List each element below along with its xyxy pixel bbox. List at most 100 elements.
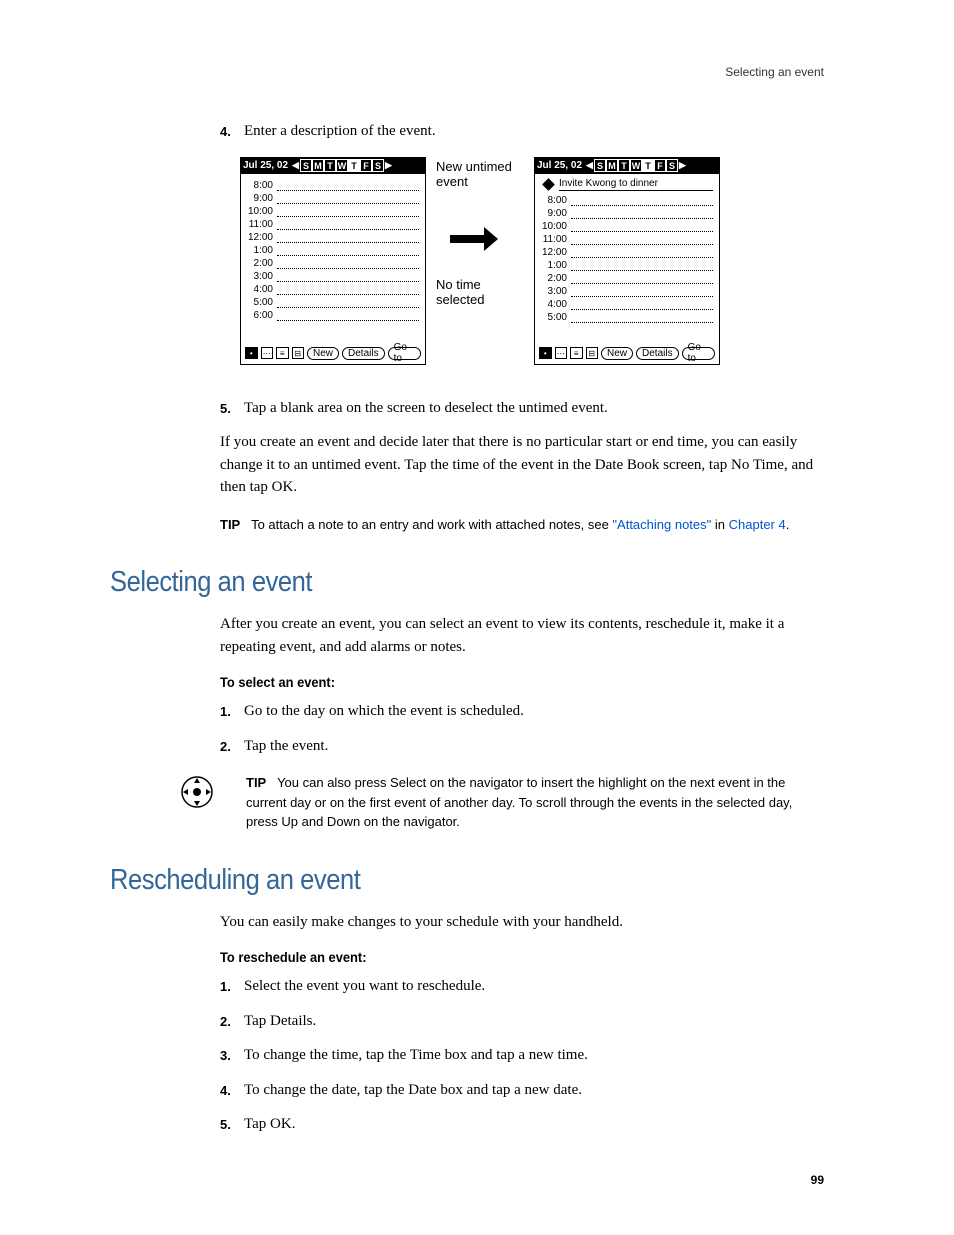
day-cell: W — [336, 159, 348, 172]
annotation-new-untimed: New untimed event — [436, 159, 518, 190]
time-row: 9:00 — [247, 191, 419, 204]
time-row: 10:00 — [541, 219, 713, 232]
palm-screen-left: Jul 25, 02 ◀ SMTWTFS ▶ 8:009:0010:0011:0… — [240, 157, 426, 365]
day-cell: S — [594, 159, 606, 172]
view-icon: ⋯ — [555, 347, 568, 359]
step-number: 4. — [220, 120, 244, 143]
time-row: 9:00 — [541, 206, 713, 219]
heading-selecting-event: Selecting an event — [110, 566, 738, 599]
palm-date: Jul 25, 02 — [537, 160, 585, 171]
section1-intro: After you create an event, you can selec… — [220, 613, 824, 658]
section2-intro: You can easily make changes to your sche… — [220, 911, 824, 934]
section1-step2: 2. Tap the event. — [220, 735, 824, 758]
view-icon: ⊟ — [586, 347, 599, 359]
view-icon: • — [245, 347, 258, 359]
time-row: 6:00 — [247, 308, 419, 321]
palm-titlebar: Jul 25, 02 ◀ SMTWTFS ▶ — [241, 158, 425, 174]
section2-step5: 5. Tap OK. — [220, 1113, 824, 1136]
tip-text: You can also press Select on the navigat… — [246, 775, 792, 829]
palm-screen-right: Jul 25, 02 ◀ SMTWTFS ▶ Invite Kwong to d… — [534, 157, 720, 365]
heading-rescheduling-event: Rescheduling an event — [110, 864, 738, 897]
step-text: Tap OK. — [244, 1113, 824, 1136]
step-text: Enter a description of the event. — [244, 120, 824, 143]
subheading-to-select: To select an event: — [220, 674, 776, 690]
day-cell: W — [630, 159, 642, 172]
section2-step1: 1. Select the event you want to reschedu… — [220, 975, 824, 998]
tip-text: . — [786, 517, 790, 532]
day-cell: S — [372, 159, 384, 172]
step-text: To change the date, tap the Date box and… — [244, 1079, 824, 1102]
day-cell: T — [348, 159, 360, 172]
step-4: 4. Enter a description of the event. — [220, 120, 824, 143]
arrow-icon — [450, 227, 498, 251]
section2-step3: 3. To change the time, tap the Time box … — [220, 1044, 824, 1067]
navigator-tip: TIP You can also press Select on the nav… — [180, 773, 824, 832]
time-row: 5:00 — [541, 310, 713, 323]
details-button: Details — [636, 347, 679, 360]
time-row: 2:00 — [247, 256, 419, 269]
section1-step1: 1. Go to the day on which the event is s… — [220, 700, 824, 723]
new-button: New — [601, 347, 633, 360]
page-number: 99 — [811, 1173, 824, 1187]
prev-arrow-icon: ◀ — [585, 160, 594, 171]
tip-text: in — [711, 517, 728, 532]
step-5: 5. Tap a blank area on the screen to des… — [220, 397, 824, 420]
day-cell: S — [300, 159, 312, 172]
time-row: 12:00 — [541, 245, 713, 258]
view-icon: ⊟ — [292, 347, 305, 359]
day-cell: T — [618, 159, 630, 172]
day-cell: M — [312, 159, 324, 172]
step-number: 2. — [220, 1010, 244, 1033]
annotation-no-time: No time selected — [436, 277, 518, 308]
day-cell: S — [666, 159, 678, 172]
palm-button-row: • ⋯ ≡ ⊟ New Details Go to — [245, 347, 421, 360]
time-row: 11:00 — [541, 232, 713, 245]
view-icon: ⋯ — [261, 347, 274, 359]
next-arrow-icon: ▶ — [384, 160, 393, 171]
untimed-event-row: Invite Kwong to dinner — [541, 178, 713, 191]
day-cell: T — [642, 159, 654, 172]
view-icon: ≡ — [276, 347, 289, 359]
step-text: Tap a blank area on the screen to desele… — [244, 397, 824, 420]
palm-body: Invite Kwong to dinner 8:009:0010:0011:0… — [535, 174, 719, 340]
navigator-icon — [180, 775, 214, 809]
step-text: To change the time, tap the Time box and… — [244, 1044, 824, 1067]
time-row: 8:00 — [541, 193, 713, 206]
link-attaching-notes[interactable]: "Attaching notes" — [612, 517, 711, 532]
step-text: Select the event you want to reschedule. — [244, 975, 824, 998]
palm-date: Jul 25, 02 — [243, 160, 291, 171]
step-text: Tap Details. — [244, 1010, 824, 1033]
time-row: 4:00 — [247, 282, 419, 295]
new-button: New — [307, 347, 339, 360]
view-icon: ≡ — [570, 347, 583, 359]
time-row: 1:00 — [541, 258, 713, 271]
view-icon: • — [539, 347, 552, 359]
time-row: 5:00 — [247, 295, 419, 308]
link-chapter-4[interactable]: Chapter 4 — [729, 517, 786, 532]
untimed-note-paragraph: If you create an event and decide later … — [220, 431, 824, 499]
palm-titlebar: Jul 25, 02 ◀ SMTWTFS ▶ — [535, 158, 719, 174]
section2-step4: 4. To change the date, tap the Date box … — [220, 1079, 824, 1102]
diamond-icon — [542, 178, 555, 191]
time-row: 12:00 — [247, 230, 419, 243]
section2-step2: 2. Tap Details. — [220, 1010, 824, 1033]
step-number: 4. — [220, 1079, 244, 1102]
details-button: Details — [342, 347, 385, 360]
step-number: 5. — [220, 397, 244, 420]
next-arrow-icon: ▶ — [678, 160, 687, 171]
subheading-to-reschedule: To reschedule an event: — [220, 949, 776, 965]
palm-button-row: • ⋯ ≡ ⊟ New Details Go to — [539, 347, 715, 360]
time-row: 10:00 — [247, 204, 419, 217]
step-number: 2. — [220, 735, 244, 758]
step-number: 5. — [220, 1113, 244, 1136]
tip-attach-note: TIP To attach a note to an entry and wor… — [220, 515, 824, 535]
time-row: 2:00 — [541, 271, 713, 284]
figure-two-screens: Jul 25, 02 ◀ SMTWTFS ▶ 8:009:0010:0011:0… — [240, 157, 720, 367]
tip-label: TIP — [246, 775, 266, 790]
goto-button: Go to — [682, 347, 715, 360]
running-header: Selecting an event — [725, 65, 824, 79]
time-row: 4:00 — [541, 297, 713, 310]
step-number: 1. — [220, 700, 244, 723]
untimed-event-text: Invite Kwong to dinner — [559, 178, 713, 191]
step-text: Tap the event. — [244, 735, 824, 758]
